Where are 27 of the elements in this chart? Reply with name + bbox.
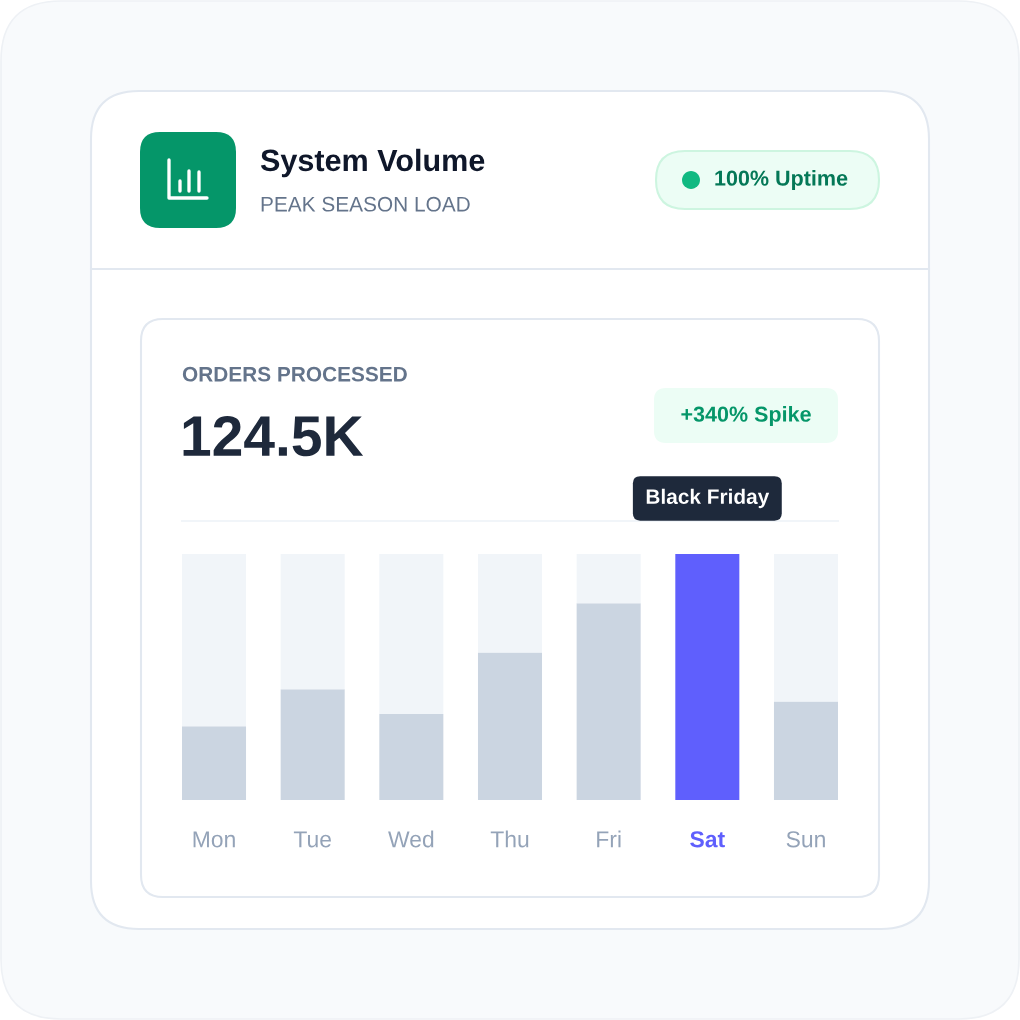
- x-tick-label: Sun: [786, 831, 825, 848]
- text: 124.5K: [183, 415, 364, 457]
- bar: [379, 554, 444, 714]
- text: 100% Uptime: [715, 169, 848, 191]
- bar: [182, 726, 247, 800]
- bar: [379, 713, 444, 800]
- bar: [576, 603, 641, 800]
- bar: [477, 554, 543, 653]
- bar: [773, 701, 838, 800]
- x-tick-label: Wed: [388, 830, 434, 848]
- chart-subtitle: PEAK SEASON LOAD: [261, 196, 470, 212]
- text: +340% Spike: [681, 405, 811, 427]
- chart-title: System Volume: [260, 148, 485, 178]
- text: ORDERS PROCESSED: [182, 366, 407, 382]
- x-tick-label: Sat: [690, 831, 725, 848]
- bar: [773, 554, 838, 702]
- x-tick-label: Tue: [293, 831, 331, 848]
- bar: [477, 652, 543, 800]
- x-tick-label: Thu: [490, 830, 529, 848]
- bar: [182, 554, 247, 727]
- annotation: Black Friday: [646, 488, 770, 509]
- bar: [675, 554, 740, 800]
- x-tick-label: Mon: [193, 831, 235, 848]
- bar: [576, 554, 641, 604]
- bar: [280, 689, 345, 800]
- bar: [280, 554, 345, 690]
- x-tick-label: Fri: [597, 830, 621, 848]
